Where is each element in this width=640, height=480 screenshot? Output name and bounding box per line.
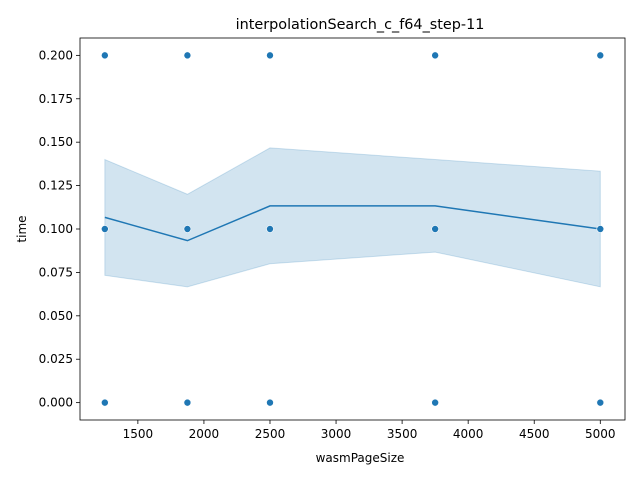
data-point bbox=[266, 51, 274, 60]
data-point bbox=[183, 398, 192, 407]
axes: 1500 2000 2500 3000 3500 4000 4500 5000 0.000 0.0… bbox=[39, 37, 626, 441]
data-point bbox=[183, 225, 192, 233]
confidence-band bbox=[104, 147, 601, 288]
x-tick-label: 4000 bbox=[453, 427, 484, 441]
x-tick-label: 3500 bbox=[387, 427, 418, 441]
data-point bbox=[431, 398, 439, 407]
chart-title: interpolationSearch_c_f64_step-11 bbox=[236, 17, 485, 33]
data-point bbox=[101, 398, 109, 407]
data-point bbox=[266, 225, 274, 233]
y-tick-label: 0.150 bbox=[39, 135, 73, 149]
data-point bbox=[101, 225, 109, 233]
y-tick-label: 0.050 bbox=[39, 309, 73, 323]
data-point bbox=[183, 51, 192, 60]
x-axis-label: wasmPageSize bbox=[316, 451, 405, 465]
x-tick-label: 2500 bbox=[255, 427, 286, 441]
y-tick-label: 0.075 bbox=[39, 265, 73, 279]
data-point bbox=[596, 51, 605, 60]
y-tick-label: 0.175 bbox=[39, 92, 73, 106]
data-point bbox=[101, 51, 109, 60]
x-tick-label: 4500 bbox=[519, 427, 550, 441]
x-tick-label: 5000 bbox=[585, 427, 616, 441]
y-tick-label: 0.025 bbox=[39, 352, 73, 366]
data-point bbox=[266, 398, 274, 407]
y-tick-label: 0.000 bbox=[39, 396, 73, 410]
data-point bbox=[431, 51, 439, 60]
y-tick-label: 0.125 bbox=[39, 179, 73, 193]
x-tick-label: 2000 bbox=[189, 427, 220, 441]
x-tick-label: 3000 bbox=[321, 427, 352, 441]
plot-area bbox=[101, 51, 605, 407]
data-point bbox=[596, 398, 605, 407]
y-axis-label: time bbox=[15, 215, 29, 242]
x-tick-label: 1500 bbox=[123, 427, 154, 441]
data-point bbox=[596, 225, 605, 233]
mean-line bbox=[104, 205, 601, 242]
data-point bbox=[431, 225, 439, 233]
y-tick-label: 0.100 bbox=[39, 222, 73, 236]
y-tick-label: 0.200 bbox=[39, 48, 73, 62]
